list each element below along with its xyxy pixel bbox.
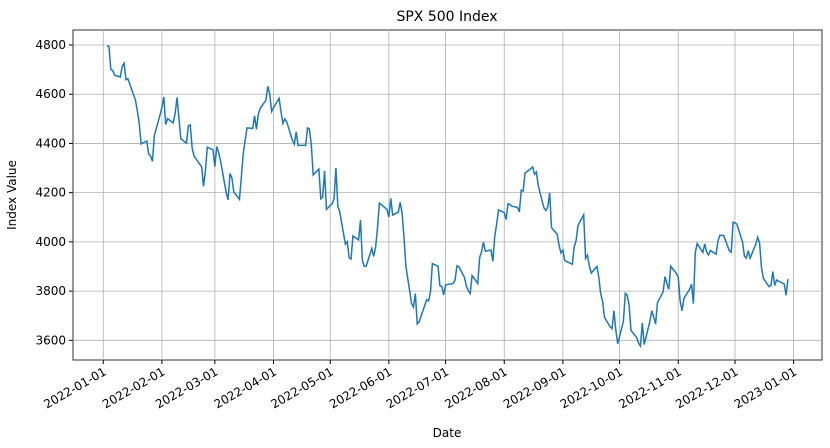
y-tick-label: 4800 — [35, 38, 66, 52]
x-tick-label: 2022-04-01 — [212, 364, 279, 411]
x-tick-label: 2022-12-01 — [673, 364, 740, 411]
y-tick-label: 4600 — [35, 87, 66, 101]
y-tick-label: 4000 — [35, 235, 66, 249]
x-tick-label: 2022-06-01 — [327, 364, 394, 411]
price-line — [106, 45, 789, 349]
y-tick-label: 3600 — [35, 333, 66, 347]
x-tick-label: 2022-08-01 — [442, 364, 509, 411]
plot-frame — [72, 29, 823, 361]
y-tick-label: 4400 — [35, 136, 66, 150]
x-tick-label: 2022-01-01 — [41, 364, 108, 411]
chart-title: SPX 500 Index — [396, 9, 497, 25]
x-tick-label: 2022-07-01 — [384, 364, 451, 411]
x-tick-label: 2022-11-01 — [616, 364, 683, 411]
x-tick-label: 2022-09-01 — [501, 364, 568, 411]
x-axis-label: Date — [433, 426, 462, 440]
y-axis-label: Index Value — [5, 160, 19, 230]
y-tick-label: 4200 — [35, 186, 66, 200]
x-tick-label: 2022-10-01 — [558, 364, 625, 411]
y-tick-label: 3800 — [35, 284, 66, 298]
x-tick-label: 2023-01-01 — [732, 364, 799, 411]
x-tick-label: 2022-05-01 — [268, 364, 335, 411]
